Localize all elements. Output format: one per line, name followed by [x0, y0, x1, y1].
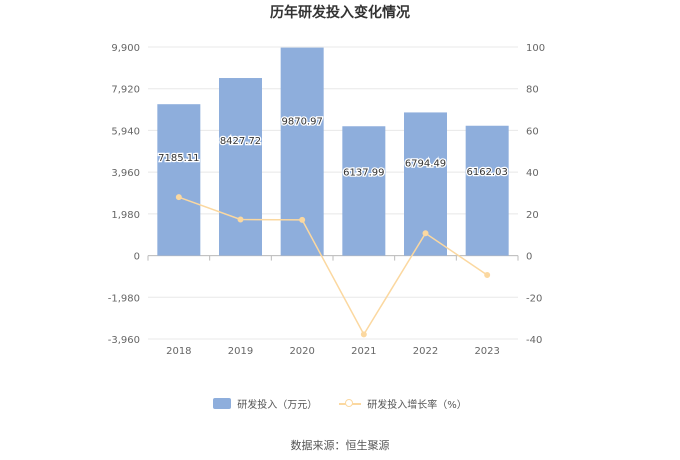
data-labels: 7185.11 8427.72 9870.97 6137.99 6794.49 6162.…: [157, 115, 509, 180]
right-tick-label: 80: [526, 85, 539, 96]
bar-value-label: 6137.99: [343, 168, 384, 179]
left-tick-label: 9,900: [111, 43, 140, 54]
growth-line: [178, 196, 488, 336]
x-tick-label: 2018: [166, 346, 191, 357]
bar-value-label: 6794.49: [405, 159, 446, 170]
bar: [465, 125, 509, 256]
bar-value-label: 6162.03: [466, 167, 507, 178]
right-tick-label: -40: [526, 335, 542, 346]
left-tick-label: -3,960: [108, 335, 140, 346]
bar-value-label: 9870.97: [281, 116, 322, 127]
line-series: [175, 194, 491, 338]
left-tick-label: 3,960: [111, 168, 140, 179]
axes: 9,900 7,920 5,940 3,960 1,980 0 -1,980 -3,960 10…: [108, 43, 545, 357]
bar: [219, 78, 262, 256]
legend-line-label: 研发投入增长率（%）: [367, 400, 467, 411]
source-note: 数据来源：恒生聚源: [290, 439, 390, 452]
right-tick-label: 0: [526, 252, 532, 263]
x-tick-label: 2020: [289, 346, 314, 357]
legend-item-line[interactable]: 研发投入增长率（%）: [339, 396, 467, 411]
grid-lines: [148, 46, 518, 340]
legend-item-bar[interactable]: 研发投入（万元）: [213, 396, 317, 411]
left-tick-label: 5,940: [111, 126, 140, 137]
legend: 研发投入（万元） 研发投入增长率（%）: [0, 396, 680, 411]
right-tick-label: 100: [526, 43, 545, 54]
growth-point: [299, 216, 306, 223]
growth-point: [484, 271, 491, 278]
right-tick-label: 60: [526, 126, 539, 137]
bar: [157, 104, 201, 256]
legend-line-swatch: [339, 398, 362, 409]
right-tick-label: 20: [526, 210, 539, 221]
chart-title: 历年研发投入变化情况: [270, 5, 410, 21]
bar: [342, 126, 386, 256]
right-tick-label: 40: [526, 168, 539, 179]
left-tick-label: 1,980: [111, 210, 140, 221]
growth-point: [237, 216, 244, 223]
bar-value-label: 7185.11: [158, 153, 199, 164]
growth-point: [422, 230, 429, 237]
left-tick-label: 0: [134, 252, 140, 263]
bar-series: [157, 47, 509, 256]
growth-point: [175, 194, 182, 201]
legend-bar-label: 研发投入（万元）: [237, 400, 318, 411]
x-tick-label: 2022: [413, 346, 438, 357]
right-tick-label: -20: [526, 293, 542, 304]
bar: [280, 47, 324, 256]
x-tick-label: 2023: [474, 346, 499, 357]
left-tick-label: 7,920: [111, 85, 140, 96]
x-tick-label: 2021: [351, 346, 376, 357]
left-tick-label: -1,980: [108, 293, 140, 304]
growth-point: [360, 331, 367, 338]
x-tick-label: 2019: [228, 346, 253, 357]
bar-value-label: 8427.72: [220, 136, 261, 147]
legend-bar-swatch: [213, 398, 232, 409]
